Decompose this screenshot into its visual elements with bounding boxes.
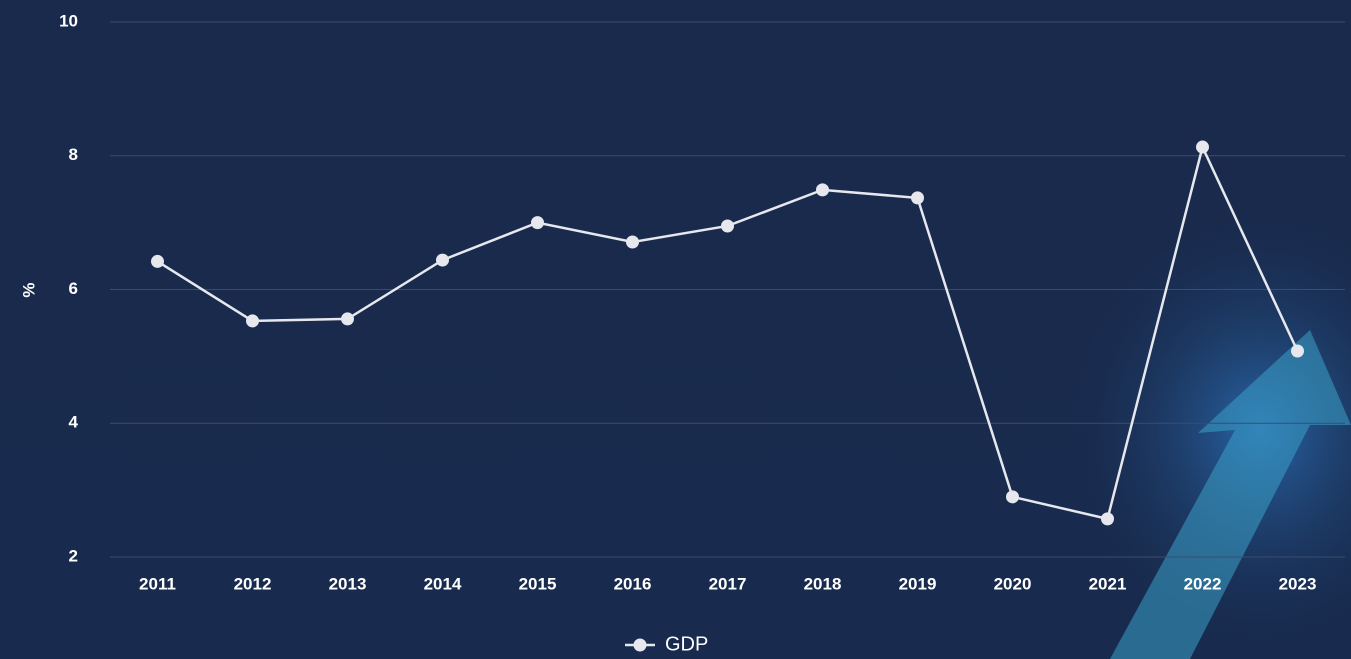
x-tick-label: 2013 (329, 574, 367, 593)
x-tick-label: 2017 (709, 574, 747, 593)
arrow-decoration (1110, 330, 1351, 659)
x-tick-label: 2012 (234, 574, 272, 593)
point (1101, 512, 1114, 526)
x-tick-label: 2022 (1184, 574, 1222, 593)
point (1006, 490, 1019, 504)
legend-label: GDP (665, 633, 708, 655)
point (626, 235, 639, 249)
point (1196, 140, 1209, 154)
y-tick-label: 4 (69, 413, 79, 432)
point (531, 216, 544, 230)
x-tick-label: 2021 (1089, 574, 1127, 593)
x-tick-label: 2019 (899, 574, 937, 593)
point (436, 253, 449, 267)
point (816, 183, 829, 197)
y-tick-label: 2 (69, 546, 78, 565)
point (911, 191, 924, 205)
x-tick-label: 2014 (424, 574, 462, 593)
legend-marker (633, 638, 647, 652)
y-axis-label: % (19, 282, 38, 297)
point (246, 314, 259, 328)
x-tick-label: 2020 (994, 574, 1032, 593)
x-tick-label: 2011 (139, 574, 176, 593)
point (341, 312, 354, 326)
point (721, 219, 734, 233)
y-tick-label: 10 (59, 11, 78, 30)
y-tick-label: 8 (69, 145, 78, 164)
y-tick-label: 6 (69, 279, 78, 298)
point (151, 254, 164, 268)
x-tick-label: 2015 (519, 574, 557, 593)
x-tick-label: 2023 (1279, 574, 1317, 593)
point (1291, 344, 1304, 358)
x-tick-label: 2016 (614, 574, 652, 593)
x-tick-label: 2018 (804, 574, 842, 593)
